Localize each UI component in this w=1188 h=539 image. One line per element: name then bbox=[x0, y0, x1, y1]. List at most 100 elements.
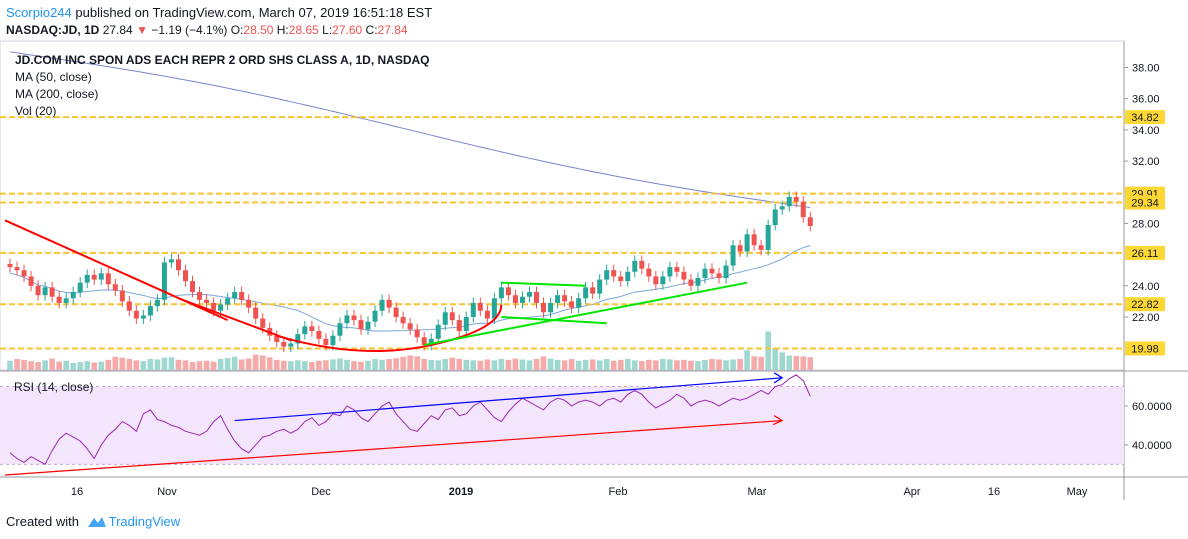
volume-bar bbox=[631, 360, 638, 370]
volume-bar bbox=[779, 352, 785, 370]
volume-bar bbox=[203, 360, 210, 370]
candle-body bbox=[49, 287, 55, 297]
red-downtrend-line-2[interactable] bbox=[178, 297, 292, 342]
green-uptrend-line[interactable] bbox=[423, 281, 748, 347]
green-flag-bottom-line[interactable] bbox=[501, 315, 607, 325]
candle-body bbox=[407, 323, 413, 330]
candle-body bbox=[63, 298, 69, 303]
candle-body bbox=[534, 292, 539, 303]
candle-body bbox=[98, 273, 104, 280]
candle-body bbox=[442, 312, 448, 325]
candle-body bbox=[604, 270, 610, 280]
volume-bar bbox=[603, 359, 610, 370]
volume-bar bbox=[695, 361, 701, 370]
footer: Created with TradingView bbox=[6, 514, 180, 532]
legend-ma200[interactable]: MA (200, close) bbox=[15, 87, 99, 101]
time-axis: 16 Nov Dec 2019 Feb Mar Apr 16 May bbox=[71, 486, 1088, 498]
volume-bar bbox=[63, 360, 69, 370]
candle-body bbox=[42, 287, 48, 296]
candle-body bbox=[576, 298, 582, 308]
candle-body bbox=[260, 318, 266, 328]
volume-bar bbox=[196, 361, 203, 370]
legend-volume[interactable]: Vol (20) bbox=[15, 104, 57, 118]
volume-bar bbox=[800, 356, 807, 370]
volume-bar bbox=[112, 356, 119, 370]
volume-bar bbox=[639, 361, 645, 370]
red-rounding-bottom-curve[interactable] bbox=[276, 304, 503, 353]
legend-rsi[interactable]: RSI (14, close) bbox=[14, 380, 94, 394]
volume-bar bbox=[168, 357, 175, 370]
candle-body bbox=[197, 292, 203, 300]
volume-bar bbox=[295, 360, 301, 370]
level-badge bbox=[1125, 245, 1165, 260]
volume-bar bbox=[28, 361, 34, 370]
legend-title[interactable]: JD.COM INC SPON ADS EACH REPR 2 ORD SHS … bbox=[15, 53, 430, 67]
candle-body bbox=[105, 273, 111, 285]
price-tick-label: 24.00 bbox=[1132, 281, 1160, 293]
candle-body bbox=[737, 245, 743, 252]
volume-bar bbox=[505, 359, 512, 370]
volume-bar bbox=[344, 359, 350, 370]
candle-body bbox=[204, 299, 210, 303]
level-badge-label: 26.11 bbox=[1132, 248, 1159, 260]
candle-body bbox=[793, 196, 799, 202]
volume-bar bbox=[765, 331, 771, 370]
candle-body bbox=[147, 306, 153, 316]
volume-bar bbox=[702, 359, 708, 370]
volume-bar bbox=[716, 359, 722, 370]
volume-bar bbox=[414, 356, 420, 370]
price-axis: 38.00 36.00 34.00 32.00 28.00 24.00 22.00 bbox=[1124, 63, 1160, 324]
volume-bar bbox=[386, 359, 392, 370]
candle-body bbox=[168, 259, 174, 263]
level-badge-label: 29.34 bbox=[1131, 198, 1159, 210]
high-label: H: bbox=[276, 23, 289, 37]
volume-bar bbox=[463, 359, 470, 370]
candle-body bbox=[175, 259, 181, 271]
volume-bar bbox=[273, 359, 280, 370]
candle-body bbox=[625, 271, 631, 282]
volume-bar bbox=[526, 360, 533, 370]
volume-bar bbox=[498, 359, 505, 370]
volume-bar bbox=[49, 358, 55, 370]
price-tick-label: 38.00 bbox=[1132, 63, 1160, 75]
candle-body bbox=[28, 276, 34, 286]
green-flag-top-line[interactable] bbox=[501, 281, 586, 287]
candle-body bbox=[758, 245, 764, 250]
candle-body bbox=[491, 298, 497, 319]
candle-body bbox=[295, 334, 301, 344]
volume-bar bbox=[175, 359, 182, 370]
volume-bar bbox=[70, 362, 76, 370]
legend-ma50[interactable]: MA (50, close) bbox=[15, 70, 92, 84]
rsi-blue-trendline[interactable] bbox=[234, 377, 783, 422]
volume-bar bbox=[35, 362, 41, 370]
candle-body bbox=[274, 335, 280, 342]
volume-bar bbox=[435, 360, 442, 370]
candle-body bbox=[526, 292, 532, 297]
candle-body bbox=[590, 287, 596, 294]
candle-body bbox=[309, 326, 315, 332]
rsi-red-trendline[interactable] bbox=[4, 419, 783, 476]
volume-bar bbox=[421, 359, 427, 370]
price-tick-label: 34.00 bbox=[1132, 125, 1160, 137]
candle-body bbox=[695, 278, 701, 286]
candle-body bbox=[84, 274, 90, 283]
candle-body bbox=[639, 260, 645, 269]
candle-body bbox=[667, 267, 673, 277]
volume-bar bbox=[147, 359, 154, 370]
rsi-tick-label: 60.0000 bbox=[1132, 401, 1172, 413]
author-link[interactable]: Scorpio244 bbox=[6, 5, 72, 20]
volume-bar bbox=[372, 359, 378, 370]
candle-body bbox=[618, 276, 624, 282]
volume-bar bbox=[323, 360, 329, 370]
candle-body bbox=[583, 287, 589, 299]
price-tick-label: 28.00 bbox=[1132, 218, 1160, 230]
volume-bar bbox=[217, 359, 224, 370]
level-badge-label: 34.82 bbox=[1131, 112, 1159, 124]
candle-body bbox=[246, 299, 252, 308]
volume-bar bbox=[7, 360, 13, 370]
candle-body bbox=[281, 341, 287, 347]
tradingview-link[interactable]: TradingView bbox=[108, 514, 181, 529]
tradingview-logo-icon bbox=[87, 515, 107, 532]
volume-bar bbox=[624, 359, 631, 370]
